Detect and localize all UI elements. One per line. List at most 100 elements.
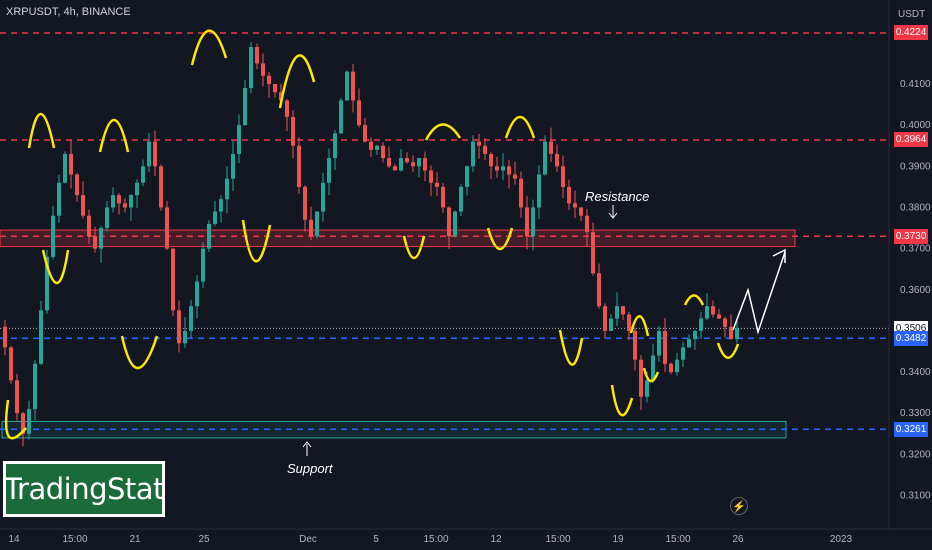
projection-arrow: [732, 248, 786, 335]
candle-body: [183, 330, 187, 344]
candle-body: [249, 46, 253, 89]
candle-body: [381, 145, 385, 159]
candle-body: [579, 207, 583, 216]
candle-body: [603, 306, 607, 331]
price-levels: [0, 32, 889, 430]
candle-body: [573, 203, 577, 208]
y-tick-label: 0.3400: [900, 367, 931, 378]
x-tick-label: 12: [490, 534, 502, 545]
x-tick-label: 15:00: [665, 534, 690, 545]
candle-body: [645, 380, 649, 397]
x-tick-label: 14: [8, 534, 20, 545]
candle-body: [141, 166, 145, 183]
candle-body: [153, 141, 157, 167]
candle-body: [531, 207, 535, 237]
x-tick-label: 19: [612, 534, 624, 545]
candle-body: [129, 195, 133, 208]
candle-body: [207, 223, 211, 249]
candle-body: [669, 363, 673, 373]
candle-body: [105, 207, 109, 229]
candle-body: [315, 211, 319, 237]
y-tick-label: 0.3800: [900, 202, 931, 213]
wave-trough: [41, 249, 70, 285]
candle-body: [243, 88, 247, 126]
candle-body: [387, 158, 391, 167]
candle-body: [291, 116, 295, 146]
candle-body: [309, 219, 313, 237]
candle-body: [261, 63, 265, 76]
x-tick-label: Dec: [299, 534, 317, 545]
y-tick-label: 0.4000: [900, 120, 931, 131]
price-tag: 0.3964: [894, 132, 928, 148]
candle-body: [561, 166, 565, 187]
candle-body: [267, 75, 271, 84]
x-tick-label: 15:00: [545, 534, 570, 545]
candle-body: [327, 158, 331, 183]
candle-body: [585, 215, 589, 233]
candle-body: [39, 310, 43, 364]
candle-body: [609, 318, 613, 331]
candle-body: [117, 195, 121, 204]
tradingstat-logo: TradingStat: [3, 461, 165, 517]
x-axis-ticks: 14 15:00 21 25 Dec 5 15:00 12 15:00 19 15:00 26 2023: [8, 534, 852, 545]
candle-body: [189, 306, 193, 331]
currency-label: USDT: [898, 9, 925, 20]
axes: [0, 0, 932, 530]
candle-body: [723, 318, 727, 327]
wave-peak: [190, 29, 228, 66]
support-label: Support: [287, 461, 334, 476]
candle-body: [135, 182, 139, 196]
candle-body: [45, 256, 49, 311]
candle-body: [675, 359, 679, 373]
candle-body: [513, 174, 517, 179]
candle-body: [459, 186, 463, 212]
logo-text: TradingStat: [4, 472, 164, 506]
candle-body: [219, 199, 223, 212]
candle-body: [333, 133, 337, 159]
candle-body: [699, 318, 703, 331]
candle-body: [441, 186, 445, 208]
lightning-icon[interactable]: ⚡: [730, 497, 748, 515]
candle-body: [543, 141, 547, 175]
candle-body: [405, 158, 409, 163]
candle-body: [351, 71, 355, 101]
candle-body: [447, 207, 451, 237]
candle-body: [495, 166, 499, 171]
support-annotation: Support: [287, 441, 334, 476]
candle-body: [279, 92, 283, 101]
candle-body: [177, 310, 181, 344]
candle-body: [627, 314, 631, 331]
candle-body: [93, 236, 97, 249]
support-zone: [1, 420, 787, 439]
candle-body: [651, 355, 655, 381]
candle-body: [519, 178, 523, 208]
candle-body: [123, 203, 127, 208]
candle-body: [525, 207, 529, 237]
wave-trough: [4, 399, 27, 440]
candle-body: [9, 347, 13, 381]
resistance-zone: [0, 229, 796, 248]
candle-body: [633, 330, 637, 360]
wave-trough: [716, 342, 740, 359]
candle-body: [489, 153, 493, 167]
y-axis-ticks: 0.4100 0.4000 0.3900 0.3800 0.3700 0.3600 0.34…: [900, 79, 931, 502]
wave-trough: [558, 329, 584, 366]
candle-body: [399, 158, 403, 171]
candle-body: [711, 306, 715, 315]
candle-body: [69, 153, 73, 175]
candle-body: [411, 162, 415, 167]
price-zones: [0, 229, 796, 439]
y-tick-label: 0.3600: [900, 285, 931, 296]
candle-body: [615, 306, 619, 319]
price-tag: 0.4224: [894, 25, 928, 41]
symbol-label: XRPUSDT, 4h, BINANCE: [6, 6, 131, 18]
candle-body: [339, 100, 343, 134]
wave-peak: [278, 54, 316, 109]
candle-body: [717, 314, 721, 319]
candle-body: [357, 100, 361, 126]
wave-trough: [402, 235, 426, 259]
candle-body: [27, 409, 31, 434]
candle-body: [21, 413, 25, 434]
candle-body: [111, 195, 115, 208]
